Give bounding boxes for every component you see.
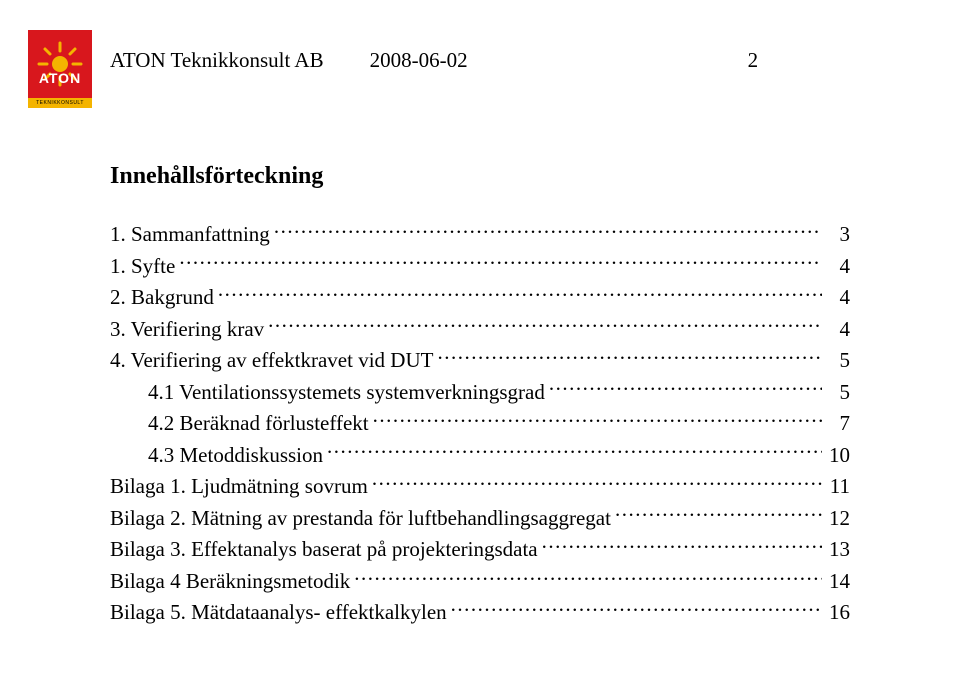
toc-entry-page: 7	[826, 408, 850, 438]
toc-entry-page: 16	[826, 597, 850, 627]
toc-entry-label: Bilaga 3. Effektanalys baserat på projek…	[110, 534, 538, 564]
toc-entry-label: 4. Verifiering av effektkravet vid DUT	[110, 345, 433, 375]
toc-row: Bilaga 2. Mätning av prestanda för luftb…	[110, 502, 850, 534]
toc-entry-label: Bilaga 5. Mätdataanalys- effektkalkylen	[110, 597, 447, 627]
toc-entry-page: 10	[826, 440, 850, 470]
header-page-number: 2	[748, 48, 759, 73]
toc-entry-page: 3	[826, 219, 850, 249]
toc-entry-label: Bilaga 1. Ljudmätning sovrum	[110, 471, 368, 501]
page-header: ATON Teknikkonsult AB 2008-06-02 2	[110, 48, 860, 73]
toc-leader-dots	[373, 407, 822, 430]
toc-entry-label: Bilaga 4 Beräkningsmetodik	[110, 566, 350, 596]
toc-row: Bilaga 1. Ljudmätning sovrum 11	[110, 470, 850, 502]
toc-leader-dots	[372, 470, 822, 493]
toc-entry-page: 4	[826, 251, 850, 281]
toc-entry-label: 1. Syfte	[110, 251, 175, 281]
table-of-contents: 1. Sammanfattning31. Syfte42. Bakgrund43…	[110, 218, 850, 628]
toc-entry-label: 2. Bakgrund	[110, 282, 214, 312]
toc-title: Innehållsförteckning	[110, 163, 860, 190]
toc-row: Bilaga 3. Effektanalys baserat på projek…	[110, 533, 850, 565]
toc-row: 1. Syfte 4	[110, 250, 850, 282]
toc-row: 4.1 Ventilationssystemets systemverkning…	[110, 376, 850, 408]
logo-background: ATON	[28, 30, 92, 98]
logo-band-text: TEKNIKKONSULT	[36, 100, 84, 106]
header-company: ATON Teknikkonsult AB	[110, 48, 324, 73]
header-date: 2008-06-02	[370, 48, 468, 73]
toc-row: 1. Sammanfattning 3	[110, 218, 850, 250]
toc-entry-page: 13	[826, 534, 850, 564]
toc-leader-dots	[354, 565, 822, 588]
company-logo: ATON TEKNIKKONSULT	[28, 30, 92, 108]
toc-row: 3. Verifiering krav 4	[110, 313, 850, 345]
toc-leader-dots	[437, 344, 822, 367]
toc-leader-dots	[451, 596, 822, 619]
toc-row: 4. Verifiering av effektkravet vid DUT 5	[110, 344, 850, 376]
toc-leader-dots	[268, 313, 822, 336]
toc-leader-dots	[327, 439, 822, 462]
toc-entry-page: 14	[826, 566, 850, 596]
toc-row: Bilaga 4 Beräkningsmetodik 14	[110, 565, 850, 597]
toc-row: 2. Bakgrund 4	[110, 281, 850, 313]
toc-entry-page: 12	[826, 503, 850, 533]
toc-entry-label: 3. Verifiering krav	[110, 314, 264, 344]
toc-leader-dots	[549, 376, 822, 399]
toc-leader-dots	[274, 218, 822, 241]
logo-band: TEKNIKKONSULT	[28, 98, 92, 108]
toc-entry-page: 5	[826, 377, 850, 407]
toc-row: Bilaga 5. Mätdataanalys- effektkalkylen 1…	[110, 596, 850, 628]
toc-entry-label: 4.3 Metoddiskussion	[148, 440, 323, 470]
toc-entry-page: 4	[826, 282, 850, 312]
document-page: ATON TEKNIKKONSULT ATON Teknikkonsult AB…	[0, 0, 960, 677]
toc-entry-page: 11	[826, 471, 850, 501]
toc-entry-page: 4	[826, 314, 850, 344]
toc-entry-label: Bilaga 2. Mätning av prestanda för luftb…	[110, 503, 611, 533]
toc-row: 4.3 Metoddiskussion 10	[110, 439, 850, 471]
logo-brand-text: ATON	[28, 70, 92, 86]
toc-entry-label: 4.2 Beräknad förlusteffekt	[148, 408, 369, 438]
toc-entry-label: 4.1 Ventilationssystemets systemverkning…	[148, 377, 545, 407]
toc-leader-dots	[218, 281, 822, 304]
toc-leader-dots	[615, 502, 822, 525]
toc-entry-page: 5	[826, 345, 850, 375]
toc-row: 4.2 Beräknad förlusteffekt 7	[110, 407, 850, 439]
toc-leader-dots	[542, 533, 822, 556]
toc-entry-label: 1. Sammanfattning	[110, 219, 270, 249]
toc-leader-dots	[179, 250, 822, 273]
